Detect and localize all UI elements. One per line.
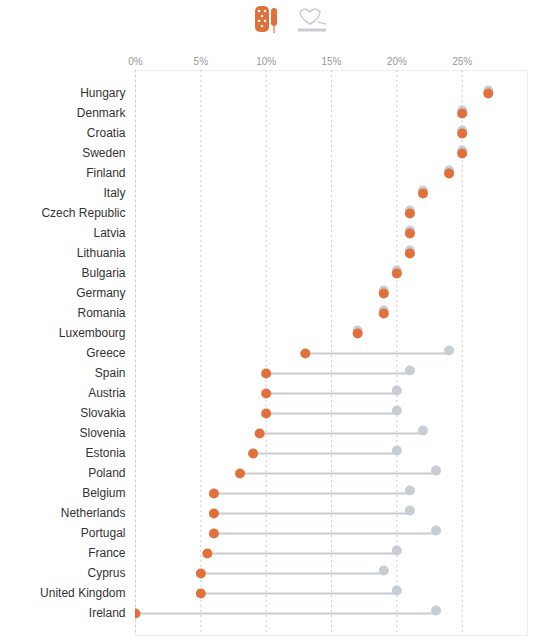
svg-text:United Kingdom: United Kingdom: [40, 586, 125, 600]
svg-text:Finland: Finland: [86, 166, 125, 180]
svg-text:Slovakia: Slovakia: [80, 406, 126, 420]
svg-text:Denmark: Denmark: [77, 106, 127, 120]
svg-text:Greece: Greece: [86, 346, 126, 360]
svg-text:Germany: Germany: [76, 286, 125, 300]
svg-text:5%: 5%: [194, 56, 209, 67]
svg-text:Austria: Austria: [88, 386, 126, 400]
svg-text:Portugal: Portugal: [81, 526, 126, 540]
svg-text:Netherlands: Netherlands: [61, 506, 126, 520]
svg-text:Cyprus: Cyprus: [87, 566, 125, 580]
svg-text:Italy: Italy: [103, 186, 125, 200]
svg-text:25%: 25%: [452, 56, 472, 67]
svg-text:Czech Republic: Czech Republic: [41, 206, 125, 220]
svg-text:Poland: Poland: [88, 466, 125, 480]
svg-text:Sweden: Sweden: [82, 146, 125, 160]
svg-text:10%: 10%: [256, 56, 276, 67]
svg-text:Estonia: Estonia: [85, 446, 125, 460]
svg-text:Belgium: Belgium: [82, 486, 125, 500]
svg-text:0%: 0%: [128, 56, 143, 67]
svg-text:Slovenia: Slovenia: [79, 426, 125, 440]
svg-text:Lithuania: Lithuania: [77, 246, 126, 260]
svg-text:Croatia: Croatia: [87, 126, 126, 140]
svg-text:15%: 15%: [321, 56, 341, 67]
svg-text:Luxembourg: Luxembourg: [59, 326, 126, 340]
svg-text:Hungary: Hungary: [80, 86, 125, 100]
svg-text:20%: 20%: [387, 56, 407, 67]
svg-text:Spain: Spain: [95, 366, 126, 380]
svg-text:Latvia: Latvia: [93, 226, 125, 240]
svg-text:France: France: [88, 546, 126, 560]
svg-text:Ireland: Ireland: [89, 606, 126, 620]
svg-text:Bulgaria: Bulgaria: [81, 266, 125, 280]
svg-text:Romania: Romania: [77, 306, 125, 320]
